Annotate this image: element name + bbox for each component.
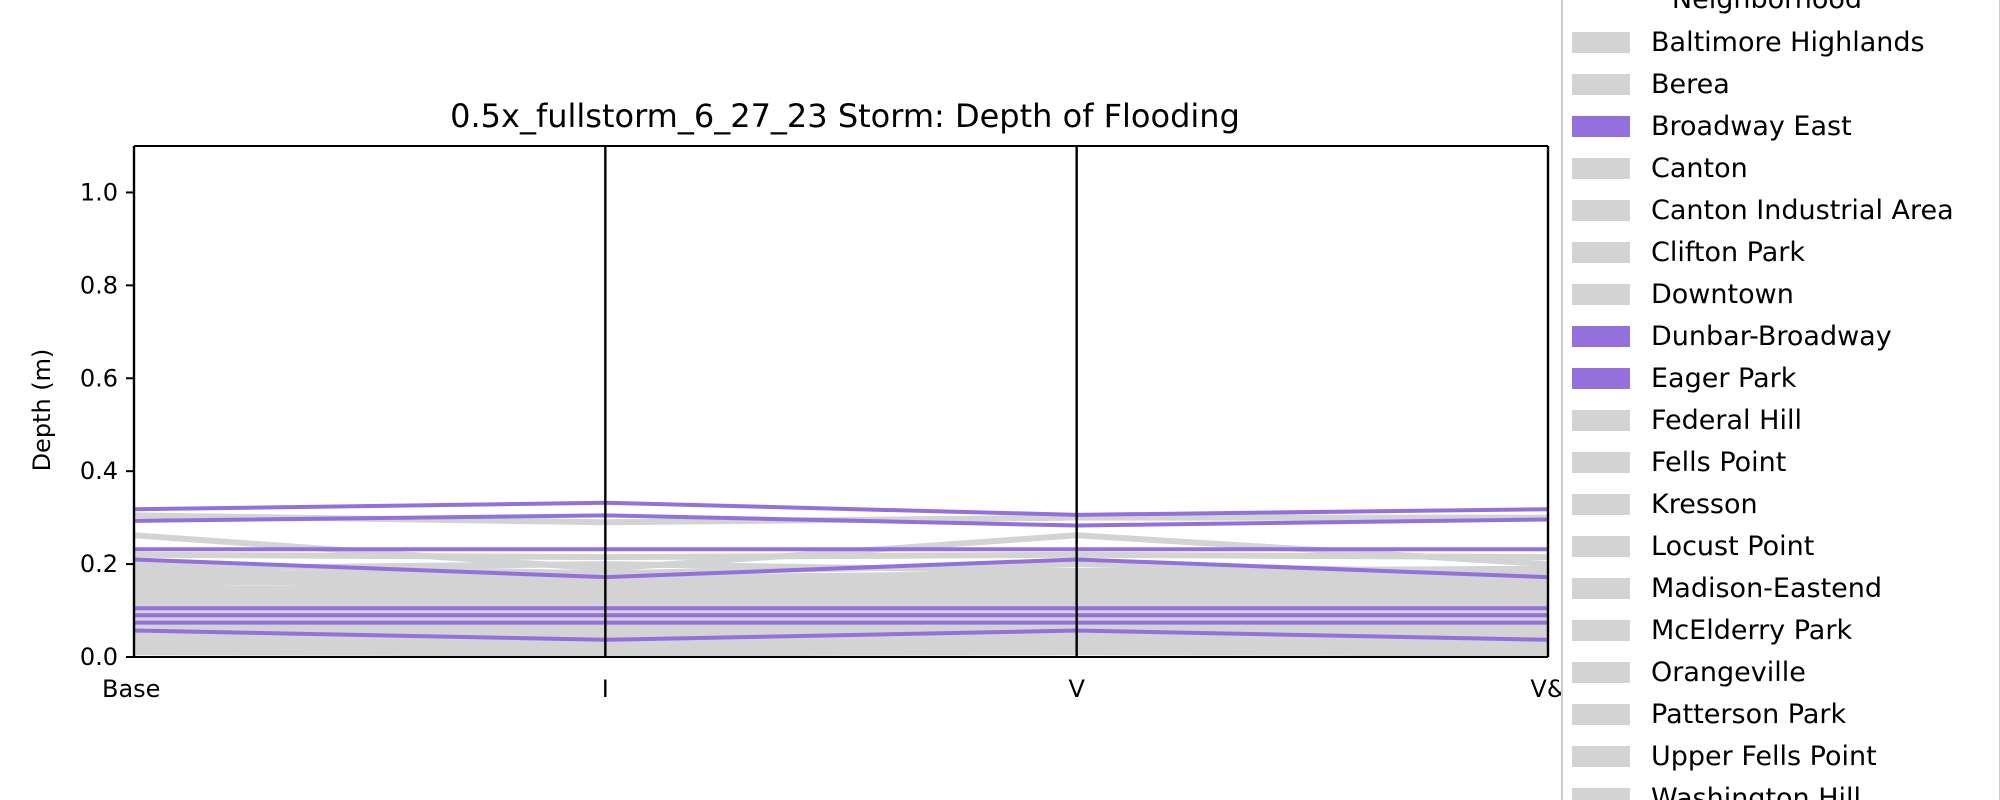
legend-item: Berea	[1572, 69, 1730, 100]
legend-item: Broadway East	[1572, 111, 1852, 142]
legend-item: Madison-Eastend	[1572, 573, 1882, 604]
legend-swatch	[1572, 326, 1630, 347]
series-line-background	[133, 642, 1549, 650]
legend-item: Downtown	[1572, 279, 1794, 310]
legend-swatch	[1572, 410, 1630, 431]
legend-swatch	[1572, 200, 1630, 221]
y-tick-label: 0.8	[80, 271, 118, 299]
series-line-highlighted	[133, 557, 1549, 580]
legend-box	[1561, 0, 2000, 800]
legend-label: Dunbar-Broadway	[1651, 321, 1892, 352]
series-line-background	[133, 614, 1549, 624]
legend-label: Clifton Park	[1651, 237, 1805, 268]
x-category-label: I	[602, 675, 609, 703]
legend-swatch	[1572, 242, 1630, 263]
y-tick-label: 0.2	[80, 550, 118, 578]
x-category-label: V&	[1530, 675, 1565, 703]
legend-item: Canton Industrial Area	[1572, 195, 1954, 226]
x-category-label: V	[1068, 675, 1085, 703]
legend-item: Upper Fells Point	[1572, 741, 1877, 772]
legend-item: Baltimore Highlands	[1572, 27, 1925, 58]
legend-swatch	[1572, 158, 1630, 179]
legend-label: Berea	[1651, 69, 1730, 100]
legend-label: Locust Point	[1651, 531, 1814, 562]
legend-item: Kresson	[1572, 489, 1758, 520]
legend-label: Fells Point	[1651, 447, 1786, 478]
plot-area: 0.0 0.2 0.4 0.6 0.8 1.0 Base I V V&	[80, 145, 1566, 703]
legend-swatch	[1572, 578, 1630, 599]
legend-label: Baltimore Highlands	[1651, 27, 1925, 58]
legend-label: Canton Industrial Area	[1651, 195, 1954, 226]
series-line-background	[133, 595, 1549, 607]
legend-swatch	[1572, 494, 1630, 515]
legend-item: Federal Hill	[1572, 405, 1802, 436]
legend-label: Canton	[1651, 153, 1748, 184]
legend-swatch	[1572, 746, 1630, 767]
legend-title: Neighborhood	[1672, 0, 1862, 15]
legend-item: Washington Hill	[1572, 783, 1861, 800]
legend-swatch	[1572, 788, 1630, 800]
series-line-background	[133, 601, 1549, 610]
legend-swatch	[1572, 536, 1630, 557]
y-tick-label: 0.6	[80, 364, 118, 392]
legend-label: Orangeville	[1651, 657, 1806, 688]
legend-swatch	[1572, 116, 1630, 137]
legend-label: Downtown	[1651, 279, 1794, 310]
series-line-background	[133, 635, 1549, 643]
legend-item: Eager Park	[1572, 363, 1797, 394]
series-line-background	[133, 625, 1549, 633]
y-tick-label: 0.0	[80, 643, 118, 671]
chart-title: 0.5x_fullstorm_6_27_23 Storm: Depth of F…	[450, 97, 1240, 135]
legend-item: Patterson Park	[1572, 699, 1846, 730]
series-line-background	[133, 584, 1549, 595]
legend-swatch	[1572, 704, 1630, 725]
series-line-highlighted	[133, 628, 1549, 642]
legend-label: Madison-Eastend	[1651, 573, 1882, 604]
legend-item: McElderry Park	[1572, 615, 1852, 646]
legend-swatch	[1572, 620, 1630, 641]
legend-swatch	[1572, 662, 1630, 683]
series-line-background	[133, 588, 1549, 601]
legend-label: Patterson Park	[1651, 699, 1846, 730]
legend-item: Fells Point	[1572, 447, 1786, 478]
series-line-background	[133, 649, 1549, 657]
series-line-highlighted	[133, 500, 1549, 517]
series-line-background	[133, 645, 1549, 654]
series-line-background	[133, 577, 1549, 591]
legend: Neighborhood Baltimore Highlands Berea Broa…	[1561, 0, 2000, 800]
legend-label: Eager Park	[1651, 363, 1797, 394]
legend-item: Orangeville	[1572, 657, 1806, 688]
legend-item: Locust Point	[1572, 531, 1814, 562]
legend-item: Canton	[1572, 153, 1748, 184]
legend-swatch	[1572, 452, 1630, 473]
y-tick-label: 1.0	[80, 178, 118, 206]
legend-item: Dunbar-Broadway	[1572, 321, 1892, 352]
x-category-label: Base	[102, 675, 160, 703]
y-tick-label: 0.4	[80, 457, 118, 485]
legend-label: Broadway East	[1651, 111, 1852, 142]
legend-label: Federal Hill	[1651, 405, 1802, 436]
legend-label: McElderry Park	[1651, 615, 1852, 646]
legend-swatch	[1572, 284, 1630, 305]
legend-swatch	[1572, 32, 1630, 53]
series-line-highlighted	[133, 513, 1549, 528]
legend-swatch	[1572, 368, 1630, 389]
legend-swatch	[1572, 74, 1630, 95]
legend-item: Clifton Park	[1572, 237, 1805, 268]
legend-label: Upper Fells Point	[1651, 741, 1877, 772]
series-line-background	[133, 551, 1549, 561]
legend-label: Washington Hill	[1651, 783, 1861, 800]
legend-label: Kresson	[1651, 489, 1758, 520]
y-axis-label: Depth (m)	[28, 349, 56, 472]
